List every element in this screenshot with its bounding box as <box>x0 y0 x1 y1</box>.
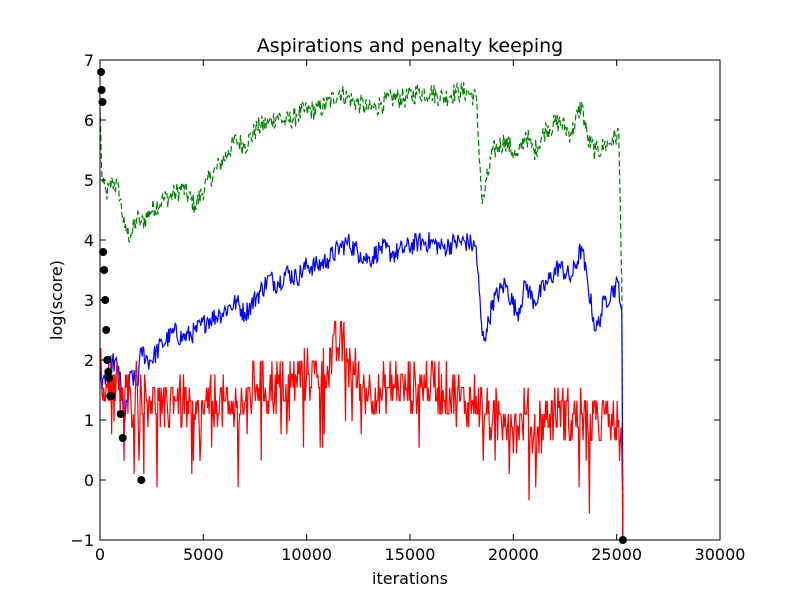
y-tick-label: 4 <box>84 231 94 250</box>
marker-layer <box>97 68 627 544</box>
marker-point <box>97 86 106 94</box>
y-axis-ticks: −1 0 1 2 3 4 5 6 7 <box>70 51 720 550</box>
series-layer <box>100 82 624 540</box>
x-axis-ticks: 0 5000 10000 15000 20000 25000 30000 <box>95 60 746 564</box>
y-tick-label: 2 <box>84 351 94 370</box>
y-tick-label: −1 <box>70 531 94 550</box>
x-tick-label: 5000 <box>183 545 224 564</box>
chart-title: Aspirations and penalty keeping <box>257 35 563 57</box>
series-line-1 <box>100 232 624 540</box>
y-axis-title: log(score) <box>47 260 66 340</box>
marker-point <box>100 266 109 274</box>
marker-point <box>99 248 108 256</box>
x-axis-title: iterations <box>372 569 448 588</box>
x-tick-label: 25000 <box>591 545 642 564</box>
marker-point <box>97 68 106 76</box>
y-tick-label: 6 <box>84 111 94 130</box>
plot-area <box>100 60 720 540</box>
marker-point <box>103 356 112 364</box>
y-tick-label: 3 <box>84 291 94 310</box>
marker-point <box>137 476 146 484</box>
x-tick-label: 30000 <box>695 545 746 564</box>
marker-point <box>102 326 111 334</box>
marker-point <box>107 392 116 400</box>
y-tick-label: 7 <box>84 51 94 70</box>
x-tick-label: 20000 <box>488 545 539 564</box>
y-tick-label: 5 <box>84 171 94 190</box>
series-line-0 <box>100 82 624 540</box>
x-tick-label: 0 <box>95 545 105 564</box>
series-line-2 <box>100 321 624 540</box>
marker-point <box>104 368 113 376</box>
x-tick-label: 15000 <box>385 545 436 564</box>
y-tick-label: 1 <box>84 411 94 430</box>
marker-point <box>118 434 127 442</box>
marker-point <box>105 374 114 382</box>
x-tick-label: 10000 <box>281 545 332 564</box>
y-tick-label: 0 <box>84 471 94 490</box>
marker-point <box>116 410 125 418</box>
